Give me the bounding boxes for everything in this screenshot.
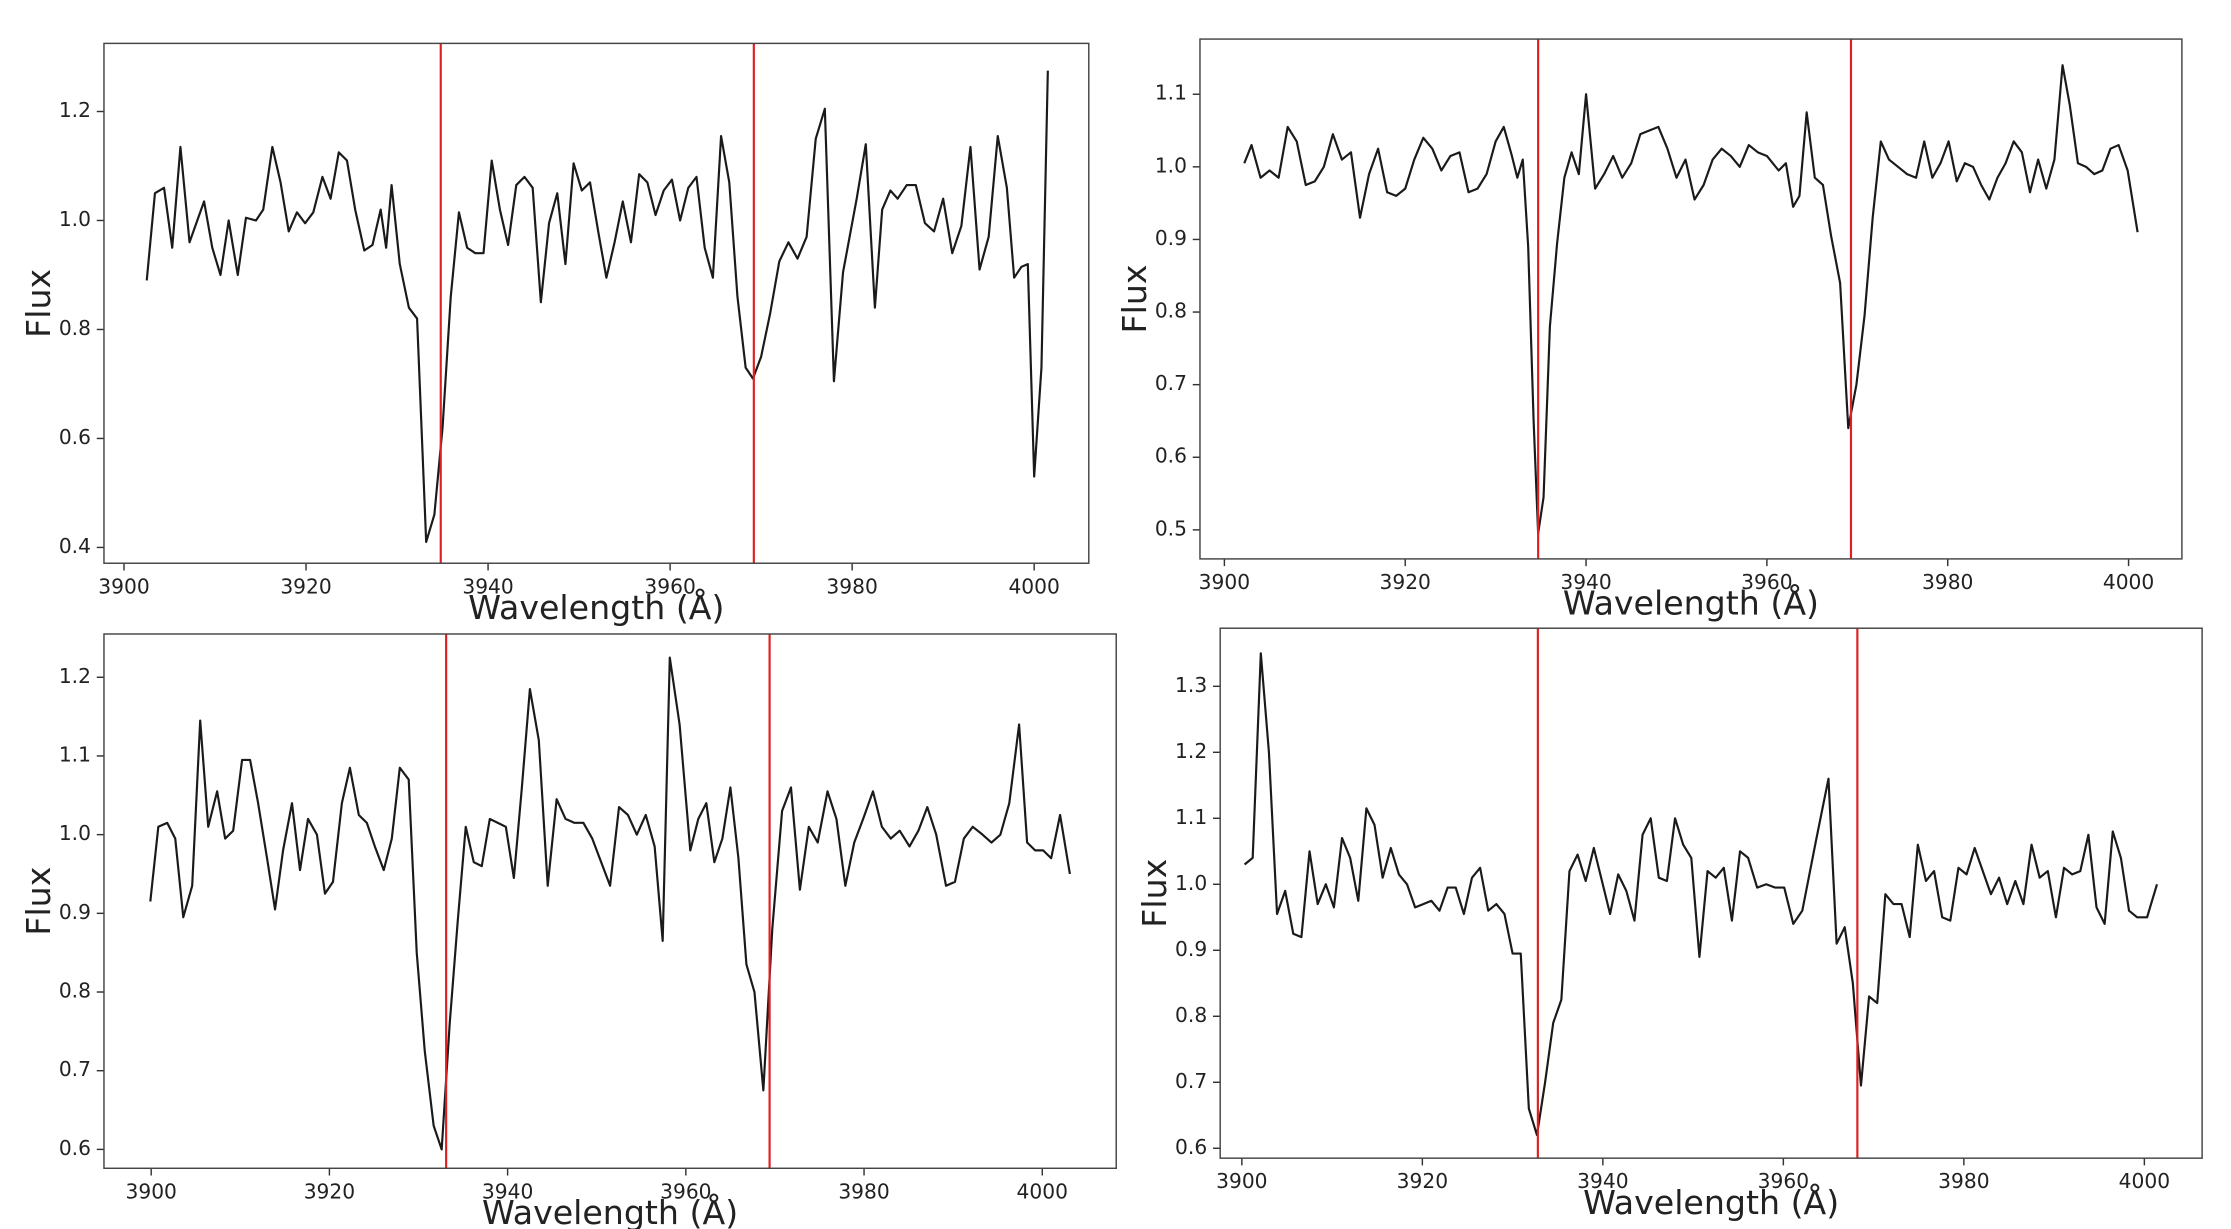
y-tick-label: 1.0 (1155, 153, 1187, 177)
axes-frame (103, 42, 1090, 564)
y-tick-label: 1.1 (1175, 805, 1207, 829)
y-tick-label: 0.7 (1155, 371, 1187, 395)
x-tick-label: 3980 (838, 1179, 889, 1203)
y-axis-label: Flux (19, 269, 58, 338)
y-tick-label: 1.2 (59, 98, 91, 122)
panel: 3900 3920 3940 3960 3980 4000 0.5 0.6 0.7 0.8 0.9 1… (1115, 38, 2183, 623)
x-tick-label: 3920 (304, 1179, 355, 1203)
y-tick-label: 0.7 (1175, 1069, 1207, 1093)
x-tick-label: 3940 (1577, 1169, 1628, 1193)
x-tick-label: 3940 (482, 1179, 533, 1203)
x-tick-label: 4000 (2119, 1169, 2170, 1193)
spectrum-line (149, 656, 1071, 1151)
y-tick-label: 1.0 (1175, 871, 1207, 895)
y-tick-label: 1.3 (1175, 673, 1207, 697)
y-tick-label: 0.9 (1155, 226, 1187, 250)
y-tick-label: 0.6 (59, 1136, 91, 1160)
y-tick-label: 0.9 (1175, 937, 1207, 961)
y-tick-label: 0.8 (59, 316, 91, 340)
plot-area (149, 656, 1071, 1151)
x-tick-label: 4000 (2103, 570, 2154, 594)
x-tick-label: 3920 (1397, 1169, 1448, 1193)
x-tick-label: 3940 (462, 574, 513, 598)
x-tick-label: 3960 (644, 574, 695, 598)
x-tick-label: 3900 (98, 574, 149, 598)
x-tick-label: 3920 (1380, 570, 1431, 594)
y-tick-label: 1.2 (1175, 739, 1207, 763)
plot-area (145, 70, 1049, 544)
y-tick-label: 1.0 (59, 207, 91, 231)
x-tick-label: 3980 (826, 574, 877, 598)
x-tick-label: 4000 (1008, 574, 1059, 598)
axes-frame (1199, 38, 2183, 560)
y-tick-label: 0.6 (59, 425, 91, 449)
axes-frame (103, 633, 1117, 1170)
y-tick-label: 0.7 (59, 1057, 91, 1081)
y-tick-label: 0.5 (1155, 516, 1187, 540)
spectrum-line (1243, 652, 2159, 1137)
x-tick-label: 3960 (1758, 1169, 1809, 1193)
y-axis-label: Flux (1115, 264, 1154, 333)
y-tick-label: 0.6 (1155, 444, 1187, 468)
x-tick-label: 3960 (660, 1179, 711, 1203)
x-axis-label: Wavelength (Å) (1563, 583, 1819, 623)
spectrum-line (1243, 64, 2139, 535)
y-tick-label: 0.9 (59, 900, 91, 924)
y-tick-label: 0.8 (59, 979, 91, 1003)
x-tick-label: 3980 (1922, 570, 1973, 594)
x-tick-label: 4000 (1017, 1179, 1068, 1203)
x-tick-label: 3900 (1199, 570, 1250, 594)
y-tick-label: 0.6 (1175, 1135, 1207, 1159)
y-tick-label: 1.2 (59, 664, 91, 688)
y-tick-label: 1.1 (1155, 81, 1187, 105)
x-axis-label: Wavelength (Å) (482, 1192, 738, 1229)
panel: 3900 3920 3940 3960 3980 4000 0.6 0.7 0.8 0.9 1.0 1… (19, 633, 1117, 1229)
panel: 3900 3920 3940 3960 3980 4000 0.4 0.6 0.8 1.0 1.2 W… (19, 42, 1090, 627)
x-tick-label: 3980 (1938, 1169, 1989, 1193)
y-tick-label: 0.4 (59, 534, 91, 558)
spectrum-line (145, 70, 1049, 544)
panel: 3900 3920 3940 3960 3980 4000 0.6 0.7 0.8 0.9 1.0 1… (1135, 627, 2203, 1222)
plot-area (1243, 64, 2139, 535)
x-tick-label: 3940 (1560, 570, 1611, 594)
axes-frame (1219, 627, 2203, 1159)
plot-area (1243, 652, 2159, 1137)
y-axis-label: Flux (19, 867, 58, 936)
x-tick-label: 3900 (1216, 1169, 1267, 1193)
x-axis-label: Wavelength (Å) (468, 587, 724, 627)
y-tick-label: 0.8 (1155, 299, 1187, 323)
y-axis-label: Flux (1135, 859, 1174, 928)
x-tick-label: 3960 (1741, 570, 1792, 594)
x-axis-label: Wavelength (Å) (1583, 1182, 1839, 1222)
y-tick-label: 1.1 (59, 742, 91, 766)
y-tick-label: 1.0 (59, 821, 91, 845)
x-tick-label: 3900 (125, 1179, 176, 1203)
y-tick-label: 0.8 (1175, 1003, 1207, 1027)
x-tick-label: 3920 (280, 574, 331, 598)
